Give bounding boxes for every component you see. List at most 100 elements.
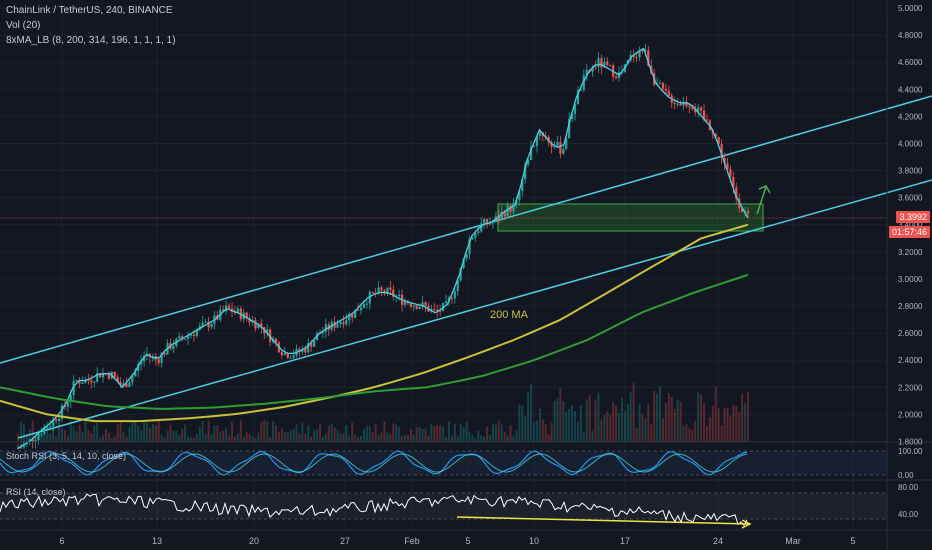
candle <box>697 103 700 118</box>
volume-bar <box>518 404 521 442</box>
volume-bar <box>298 433 301 442</box>
volume-bar <box>688 428 691 442</box>
volume-bar <box>494 424 497 442</box>
volume-bar <box>620 397 623 442</box>
volume-legend[interactable]: Vol (20) <box>6 20 41 31</box>
volume-bar <box>685 424 688 442</box>
volume-bar <box>348 436 351 442</box>
candle <box>661 81 665 91</box>
ma200-line <box>0 223 749 423</box>
volume-bar <box>354 434 357 442</box>
volume-bar <box>172 430 175 442</box>
volume-bar <box>697 392 700 442</box>
volume-bar <box>283 431 286 442</box>
candle <box>524 161 527 184</box>
volume-bar <box>527 391 530 442</box>
volume-bar <box>705 425 708 442</box>
volume-bar <box>401 435 404 442</box>
candle <box>254 316 257 332</box>
candle <box>142 351 146 367</box>
volume-bar <box>447 421 450 442</box>
candle <box>148 353 152 364</box>
volume-bar <box>679 401 682 442</box>
volume-bar <box>58 426 61 442</box>
volume-bar <box>304 433 307 442</box>
volume-bar <box>512 435 515 442</box>
volume-bar <box>600 419 603 442</box>
volume-bar <box>738 411 741 442</box>
volume-bar <box>236 433 239 442</box>
candle <box>371 291 374 294</box>
candle <box>559 136 562 159</box>
price-tick-0: 5.0000 <box>898 4 923 13</box>
rsi-tick-40: 40.00 <box>898 510 919 519</box>
volume-bar <box>506 435 509 442</box>
candle <box>55 418 58 425</box>
volume-bar <box>96 423 99 442</box>
ma-legend[interactable]: 8xMA_LB (8, 200, 314, 196, 1, 1, 1, 1) <box>6 35 176 46</box>
volume-bar <box>195 433 198 442</box>
candle <box>726 157 729 170</box>
up-arrow-icon <box>756 185 771 215</box>
stoch-tick-100: 100.00 <box>898 447 923 456</box>
volume-bar <box>157 420 160 442</box>
symbol-legend[interactable]: ChainLink / TetherUS, 240, BINANCE <box>6 5 173 16</box>
volume-bar <box>248 434 251 442</box>
volume-bar <box>626 404 629 442</box>
candle <box>635 52 638 63</box>
volume-bar <box>741 393 744 442</box>
volume-bar <box>632 383 635 442</box>
volume-bar <box>594 400 597 442</box>
candle <box>597 52 600 73</box>
volume-bar <box>192 437 195 442</box>
volume-bar <box>104 429 107 442</box>
volume-bar <box>747 391 749 442</box>
candle <box>204 318 207 324</box>
volume-bar <box>579 405 582 442</box>
volume-bar <box>219 431 222 442</box>
candle <box>78 377 81 389</box>
volume-bar <box>603 414 606 442</box>
ma-short-line <box>17 47 749 449</box>
volume-bar <box>145 423 148 442</box>
volume-bar <box>530 384 533 442</box>
volume-bar <box>521 405 524 442</box>
candle <box>606 57 609 67</box>
candle <box>31 439 34 449</box>
volume-bar <box>676 399 679 442</box>
price-tick-3: 4.4000 <box>898 85 923 94</box>
volume-bar <box>459 423 462 442</box>
candle <box>266 324 269 338</box>
volume-bar <box>345 424 348 442</box>
candle <box>658 79 662 85</box>
volume-bar <box>362 429 365 442</box>
volume-bar <box>137 425 140 442</box>
channel-lower-line <box>17 179 932 439</box>
volume-bar <box>78 424 81 442</box>
volume-bar <box>480 435 483 442</box>
rsi-label[interactable]: RSI (14, close) <box>6 487 66 497</box>
candle <box>585 64 588 81</box>
volume-bar <box>538 408 541 442</box>
volume-bar <box>119 421 122 442</box>
candle <box>321 326 324 339</box>
volume-bar <box>210 435 213 442</box>
volume-bar <box>588 395 591 442</box>
candle <box>172 339 175 354</box>
volume-bar <box>181 428 184 442</box>
volume-bar <box>471 434 474 442</box>
price-tick-1: 4.8000 <box>898 31 923 40</box>
volume-bar <box>453 423 456 442</box>
volume-bar <box>638 403 641 442</box>
candle <box>632 49 635 63</box>
volume-bar <box>403 435 406 442</box>
time-axis: 6 13 20 27 Feb 5 10 17 24 Mar 5 <box>59 536 855 546</box>
volume-bar <box>623 411 626 442</box>
volume-bar <box>110 437 113 442</box>
volume-bar <box>28 429 31 442</box>
candle <box>538 130 541 141</box>
candle <box>676 98 679 108</box>
stoch-rsi-label[interactable]: Stoch RSI (3, 5, 14, 10, close) <box>6 451 127 461</box>
volume-bar <box>591 431 594 442</box>
